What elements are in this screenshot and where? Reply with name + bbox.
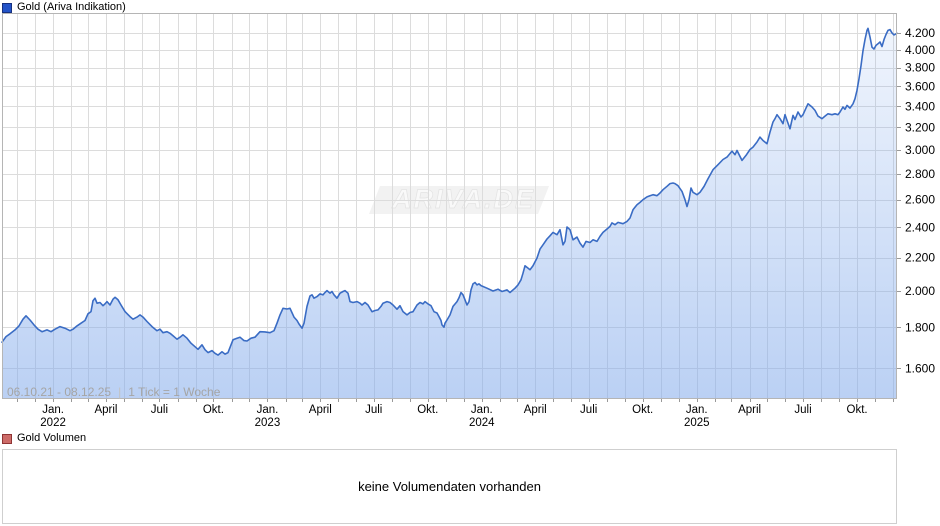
x-axis-month-label: Okt. (417, 404, 438, 416)
x-axis-month-label: Juli (794, 404, 811, 416)
y-axis-label: 4.000 (905, 43, 935, 57)
date-range-label: 06.10.21 - 08.12.25 (7, 385, 112, 399)
x-axis-month-label: Jan. (686, 404, 708, 416)
watermark-text: ARIVA.DE (391, 184, 535, 214)
ariva-watermark: ARIVA.DE (369, 184, 549, 214)
volume-chart-legend: Gold Volumen (2, 433, 86, 444)
x-axis-month-label: Juli (580, 404, 597, 416)
x-axis-month-label: April (738, 404, 761, 416)
y-axis-label: 2.400 (905, 220, 935, 234)
y-axis-label: 1.800 (905, 320, 935, 334)
x-axis-year-label: 2024 (469, 417, 495, 429)
y-axis-label: 2.200 (905, 251, 935, 265)
y-axis-labels: 1.600 1.800 2.000 2.200 2.400 2.600 2.800 3.000… (905, 26, 935, 375)
x-axis-month-label: Jan. (257, 404, 279, 416)
x-axis-month-label: Juli (151, 404, 168, 416)
y-axis-label: 3.800 (905, 61, 935, 75)
y-axis-label: 3.200 (905, 120, 935, 134)
x-axis-year-label: 2023 (255, 417, 281, 429)
tick-resolution-label: 1 Tick = 1 Woche (128, 385, 221, 399)
plot-border (2, 13, 897, 399)
y-axis-label: 2.600 (905, 193, 935, 207)
price-chart: ARIVA.DE 1.600 1.800 2.000 2.200 2.400 2.600 2.… (1, 13, 935, 429)
x-axis-year-label: 2025 (684, 417, 710, 429)
y-axis-label: 3.400 (905, 99, 935, 113)
footer-separator: | (118, 385, 122, 399)
x-axis-month-label: April (309, 404, 332, 416)
volume-panel: keine Volumendaten vorhanden (2, 449, 897, 524)
volume-chart-legend-label: Gold Volumen (17, 432, 87, 444)
volume-series-swatch-icon (2, 433, 12, 444)
x-axis-month-label: April (94, 404, 117, 416)
y-axis-label: 2.800 (905, 167, 935, 181)
y-axis-label: 2.000 (905, 284, 935, 298)
x-axis-month-label: Okt. (203, 404, 224, 416)
y-axis-label: 3.600 (905, 79, 935, 93)
x-axis-month-label: Okt. (847, 404, 868, 416)
y-axis-label: 4.200 (905, 26, 935, 40)
axis-ticks (17, 33, 901, 402)
y-axis-label: 1.600 (905, 361, 935, 375)
gold-series-swatch-icon (2, 2, 12, 13)
main-chart-legend-label: Gold (Ariva Indikation) (17, 1, 126, 13)
x-axis-month-label: Jan. (471, 404, 493, 416)
chart-footer: 06.10.21 - 08.12.25 | 1 Tick = 1 Woche (7, 385, 220, 399)
x-axis-month-label: Juli (365, 404, 382, 416)
x-axis-month-label: April (524, 404, 547, 416)
x-axis-month-label: Jan. (42, 404, 64, 416)
x-axis-month-label: Okt. (632, 404, 653, 416)
no-volume-data-message: keine Volumendaten vorhanden (358, 479, 541, 494)
price-area-fill (2, 28, 897, 400)
x-axis-year-label: 2022 (40, 417, 66, 429)
main-chart-legend: Gold (Ariva Indikation) (2, 2, 126, 13)
y-axis-label: 3.000 (905, 143, 935, 157)
price-line (1, 27, 898, 356)
grid (2, 13, 897, 399)
